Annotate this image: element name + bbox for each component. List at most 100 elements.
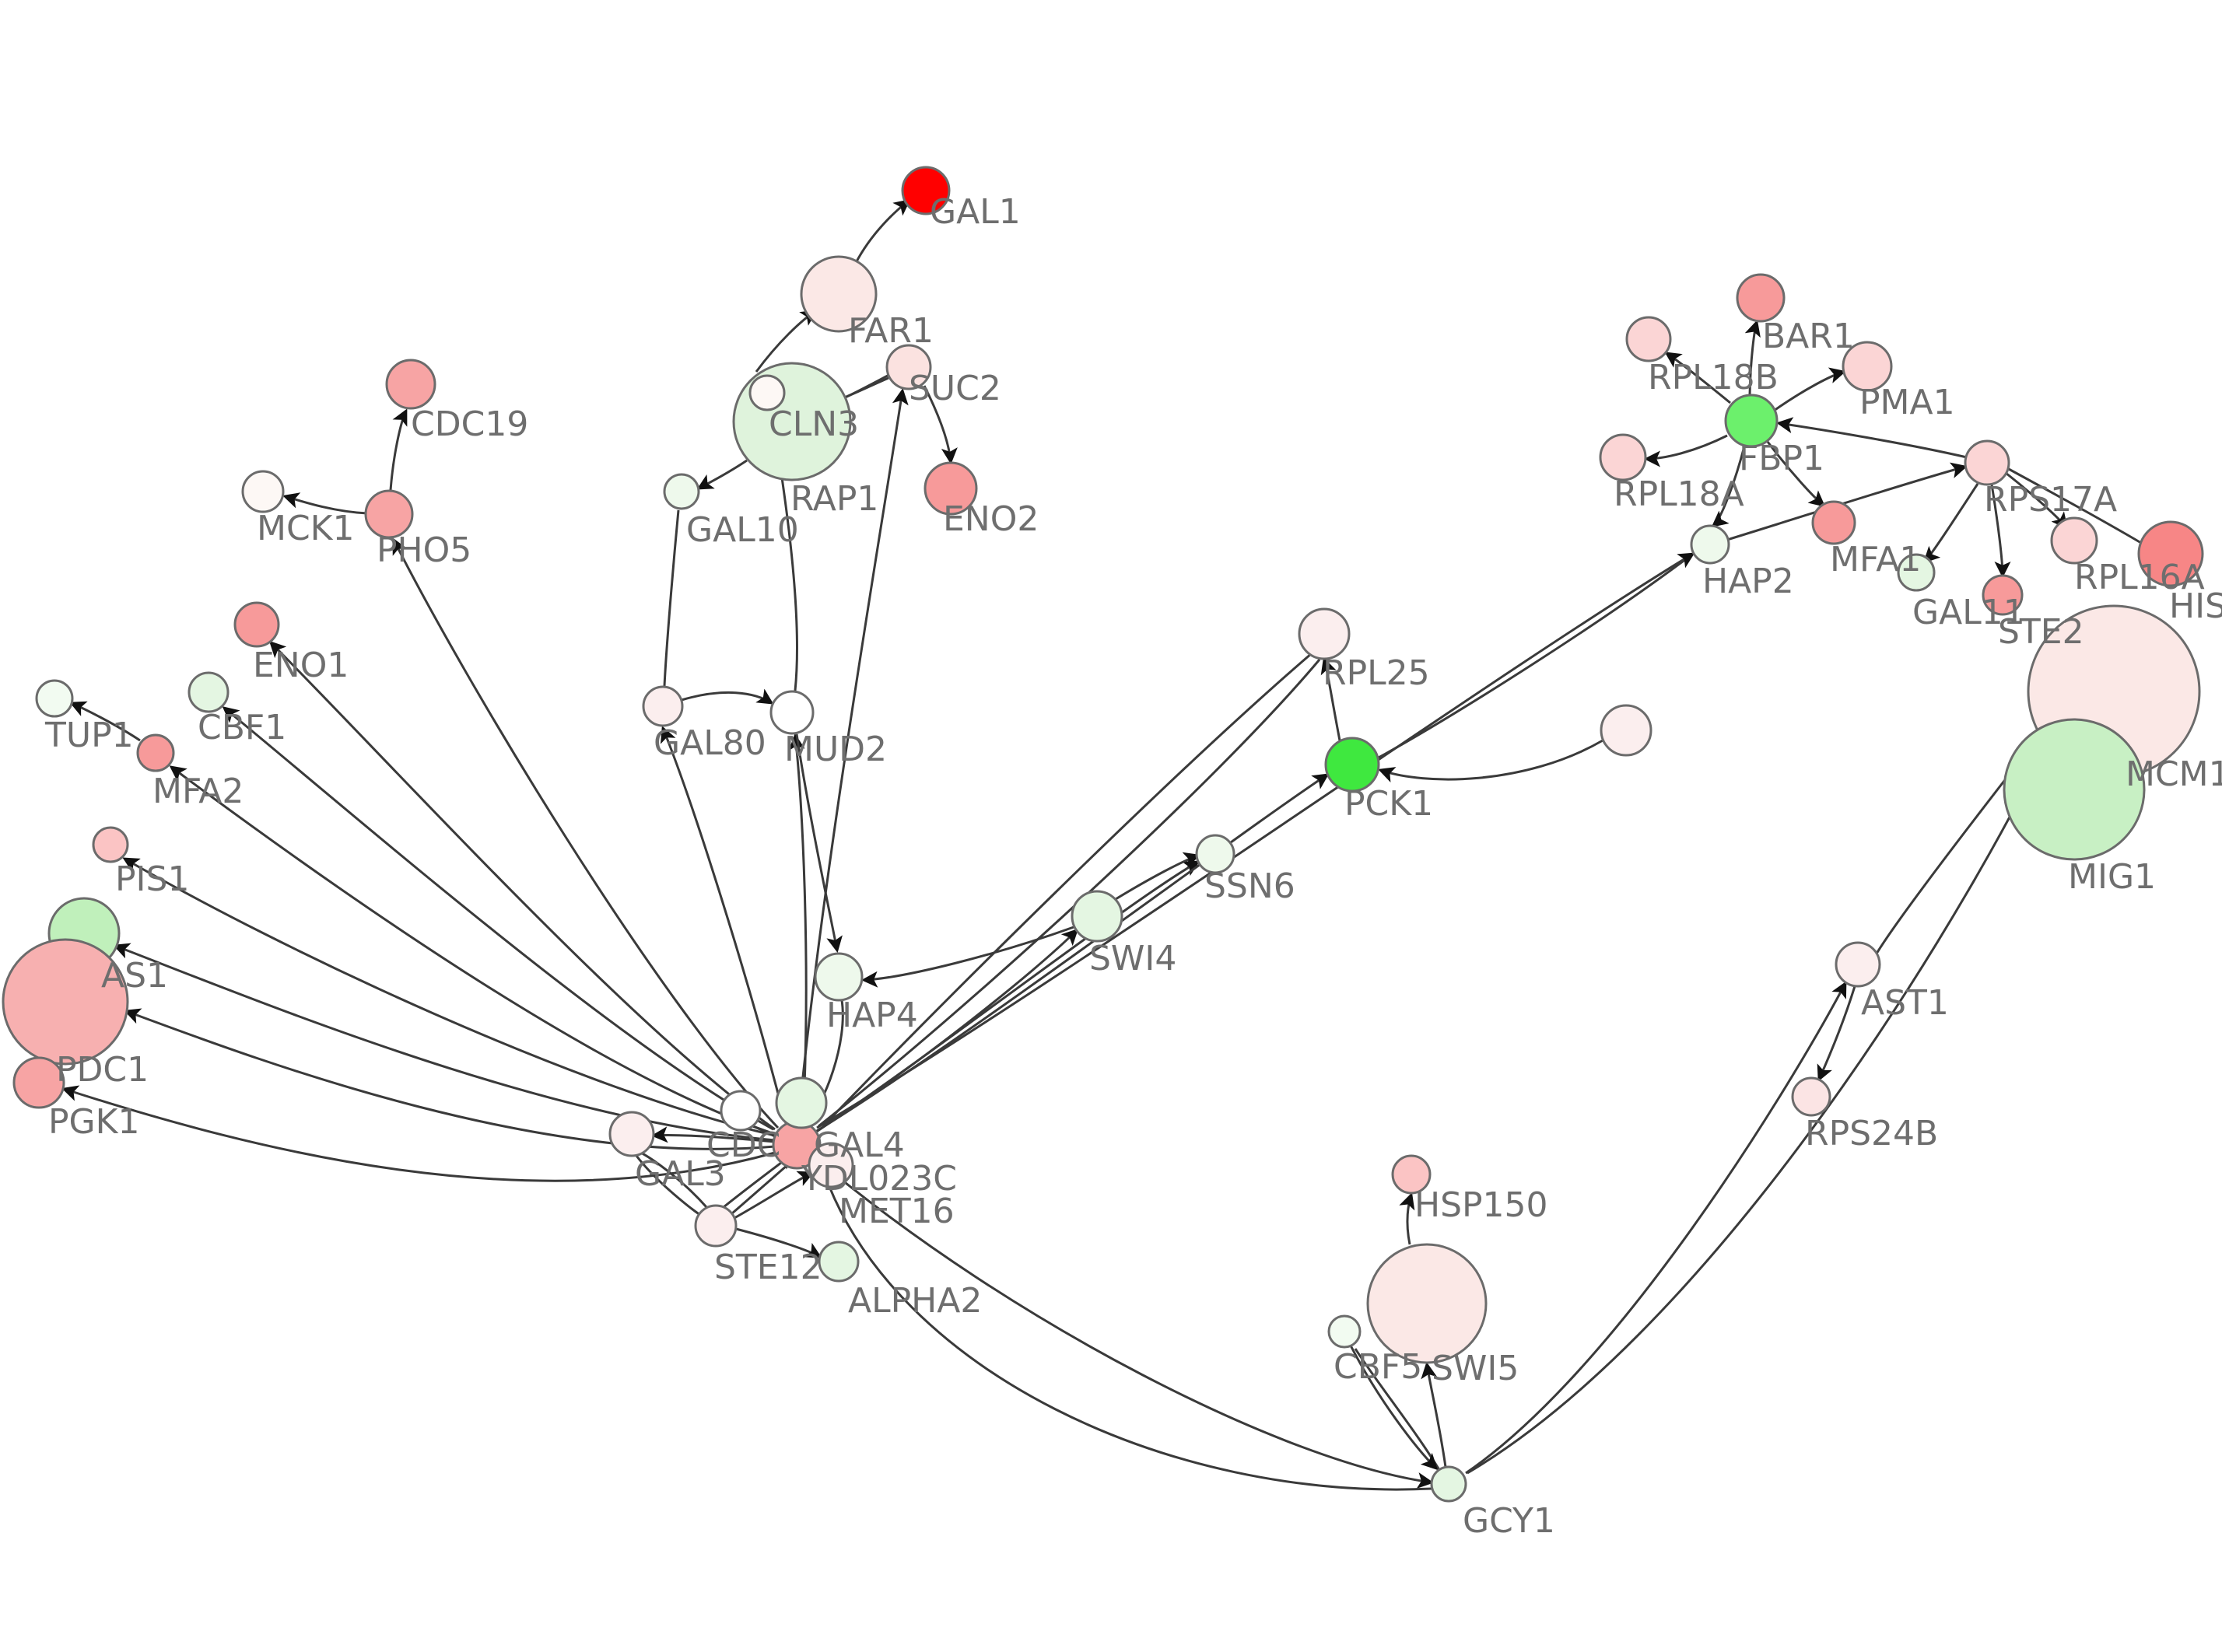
node-label-mig1: MIG1 (2068, 857, 2156, 897)
node-label-hsp150: HSP150 (1414, 1185, 1548, 1225)
node-bar1[interactable] (1736, 273, 1786, 323)
node-gal4grn[interactable] (775, 1076, 828, 1129)
node-gcy1[interactable] (1430, 1465, 1467, 1503)
node-alpha2[interactable] (818, 1241, 860, 1283)
node-ssn6[interactable] (1195, 834, 1235, 874)
node-pgk1[interactable] (12, 1056, 65, 1109)
edge-FBP1-to-HAP2 (1711, 446, 1746, 527)
node-label-mud2: MUD2 (784, 730, 887, 769)
node-label-gal1: GAL1 (930, 192, 1021, 232)
edge-GALHUB-to-GAL80 (661, 726, 787, 1124)
node-pis1[interactable] (92, 826, 129, 863)
edge-layer (61, 199, 2142, 1491)
edge-CBF5-to-GCY1 (1349, 1345, 1439, 1471)
edge-PCK1-to-RPL25 (1320, 657, 1341, 741)
node-node_unlbl_mid[interactable] (1600, 704, 1652, 757)
node-label-pma1: PMA1 (1859, 383, 1955, 422)
node-label-tup1: TUP1 (44, 716, 134, 755)
edge-FBP1-to-PMA1 (1773, 367, 1846, 412)
edge-STE12-to-GAL3 (637, 1150, 708, 1208)
node-mig1[interactable] (2003, 718, 2146, 861)
node-tup1[interactable] (35, 679, 74, 718)
node-ste2[interactable] (1982, 574, 2024, 616)
node-gal11[interactable] (1897, 553, 1936, 592)
node-label-rpl18b: RPL18B (1648, 358, 1779, 397)
edge-RPS17A-to-GAL11 (1922, 483, 1979, 564)
node-gal3[interactable] (608, 1111, 655, 1157)
node-eno1[interactable] (233, 601, 280, 648)
node-label-galhub: GAL4 (814, 1125, 905, 1165)
node-hsp150[interactable] (1391, 1154, 1432, 1195)
node-gal10[interactable] (663, 473, 700, 510)
edge-GALHUB-to-PHO5 (392, 537, 780, 1129)
node-gal1[interactable] (901, 166, 951, 215)
node-rpl18b[interactable] (1625, 316, 1672, 362)
node-label-rpl25: RPL25 (1323, 653, 1430, 693)
node-mfa2[interactable] (136, 733, 175, 772)
node-label-hap2: HAP2 (1702, 562, 1794, 601)
node-label-cbf1: CBF1 (198, 708, 286, 747)
edge-FBP1-to-RPL18A (1644, 434, 1728, 467)
node-rpl25[interactable] (1298, 607, 1351, 660)
edge-GCY1-to-SWI5 (1421, 1362, 1447, 1468)
edge-SWI5-to-HSP150 (1399, 1192, 1415, 1245)
edge-HAP2-to-RPS17A (1726, 462, 1968, 541)
edge-PHO5-to-MCK1 (282, 492, 368, 515)
node-eno2[interactable] (923, 461, 978, 516)
node-rpl16a[interactable] (2050, 516, 2098, 565)
node-ste12[interactable] (694, 1204, 738, 1248)
node-hap2[interactable] (1690, 524, 1730, 565)
node-ast1[interactable] (1835, 941, 1881, 988)
node-label-hap4: HAP4 (826, 996, 918, 1035)
node-swi4[interactable] (1071, 890, 1123, 943)
node-rps17a[interactable] (1964, 439, 2010, 486)
node-suc2[interactable] (885, 344, 932, 390)
edge-CLN3-to-GAL10 (696, 459, 748, 490)
node-label-rpl18a: RPL18A (1614, 474, 1744, 514)
node-ydl023c[interactable] (808, 1142, 854, 1188)
node-rpl18a[interactable] (1599, 433, 1647, 481)
edge-RPS17A-to-STE2 (1990, 484, 2011, 578)
edge-SWI4-to-HAP4 (861, 926, 1074, 988)
node-cdc19[interactable] (385, 359, 436, 410)
node-swi5[interactable] (1366, 1243, 1488, 1364)
node-label-pis1: PIS1 (115, 859, 189, 899)
node-cbf5[interactable] (1327, 1314, 1362, 1349)
node-pma1[interactable] (1842, 341, 1893, 392)
node-label-pho5: PHO5 (377, 530, 471, 570)
node-label-pgk1: PGK1 (48, 1102, 139, 1142)
node-mck1[interactable] (241, 470, 285, 513)
edge-GALHUB-to-ENO1 (268, 640, 776, 1131)
node-mfa1[interactable] (1811, 500, 1856, 545)
node-label-fbp1: FBP1 (1739, 439, 1824, 478)
edge-FBP1-to-RPL18B (1664, 352, 1731, 404)
edge-GALHUB-to-SUC2 (797, 388, 909, 1122)
edge-GAL10-to-GAL80 (663, 509, 680, 687)
node-far1[interactable] (800, 255, 878, 333)
node-pdc1[interactable] (2, 938, 129, 1066)
edge-GCY1-to-MCM1 (1467, 751, 2045, 1475)
node-label-pdc1: PDC1 (56, 1050, 149, 1090)
node-mud2[interactable] (769, 690, 815, 735)
node-label-gcy1: GCY1 (1463, 1501, 1555, 1541)
node-cbf1[interactable] (188, 671, 230, 713)
edge-GALHUB-to-CBF1 (222, 706, 774, 1131)
edge-GALHUB-to-GAL3 (651, 1126, 776, 1143)
node-pho5[interactable] (364, 489, 414, 539)
node-his4[interactable] (2137, 520, 2204, 587)
node-gal80[interactable] (642, 685, 684, 727)
node-rps24b[interactable] (1791, 1076, 1831, 1117)
edge-AST1-to-RPS24B (1817, 985, 1856, 1082)
edge-FAR1-to-GAL1 (854, 199, 911, 264)
edge-GALHUB-to-MFA2 (169, 765, 776, 1136)
node-label-his4: HIS4 (2169, 586, 2222, 626)
node-pck1[interactable] (1324, 737, 1380, 793)
edge-GCY1-to-GALHUB (823, 1174, 1432, 1491)
node-cdclbl[interactable] (720, 1090, 762, 1132)
node-hap4[interactable] (814, 952, 864, 1002)
edge-GALHUB-to-GCY1 (819, 1160, 1434, 1489)
node-fbp1[interactable] (1724, 394, 1779, 448)
node-label-mfa2: MFA2 (152, 772, 244, 811)
node-rap1[interactable] (748, 374, 786, 411)
